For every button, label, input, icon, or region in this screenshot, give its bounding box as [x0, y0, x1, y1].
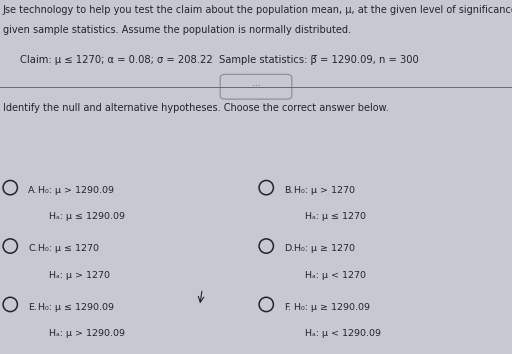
Text: Hₐ: μ < 1270: Hₐ: μ < 1270	[305, 271, 366, 280]
Text: Hₐ: μ ≤ 1290.09: Hₐ: μ ≤ 1290.09	[49, 212, 124, 221]
Text: Jse technology to help you test the claim about the population mean, μ, at the g: Jse technology to help you test the clai…	[3, 5, 512, 15]
Text: Claim: μ ≤ 1270; α = 0.08; σ = 208.22  Sample statistics: β̅ = 1290.09, n = 300: Claim: μ ≤ 1270; α = 0.08; σ = 208.22 Sa…	[20, 55, 419, 65]
FancyBboxPatch shape	[220, 74, 292, 99]
Text: H₀: μ ≥ 1270: H₀: μ ≥ 1270	[294, 244, 355, 253]
Text: F.: F.	[284, 303, 291, 312]
Text: H₀: μ ≥ 1290.09: H₀: μ ≥ 1290.09	[294, 303, 370, 312]
Text: H₀: μ > 1290.09: H₀: μ > 1290.09	[38, 186, 114, 195]
Text: Hₐ: μ > 1290.09: Hₐ: μ > 1290.09	[49, 329, 124, 338]
Text: C.: C.	[28, 244, 38, 253]
Text: D.: D.	[284, 244, 294, 253]
Text: ···: ···	[252, 82, 260, 91]
Text: Hₐ: μ ≤ 1270: Hₐ: μ ≤ 1270	[305, 212, 366, 221]
Text: B.: B.	[284, 186, 293, 195]
Text: H₀: μ ≤ 1270: H₀: μ ≤ 1270	[38, 244, 99, 253]
Text: A.: A.	[28, 186, 37, 195]
Text: H₀: μ ≤ 1290.09: H₀: μ ≤ 1290.09	[38, 303, 114, 312]
Text: E.: E.	[28, 303, 37, 312]
Text: H₀: μ > 1270: H₀: μ > 1270	[294, 186, 355, 195]
Text: Identify the null and alternative hypotheses. Choose the correct answer below.: Identify the null and alternative hypoth…	[3, 103, 388, 113]
Text: given sample statistics. Assume the population is normally distributed.: given sample statistics. Assume the popu…	[3, 25, 351, 35]
Text: Hₐ: μ > 1270: Hₐ: μ > 1270	[49, 271, 110, 280]
Text: Hₐ: μ < 1290.09: Hₐ: μ < 1290.09	[305, 329, 380, 338]
